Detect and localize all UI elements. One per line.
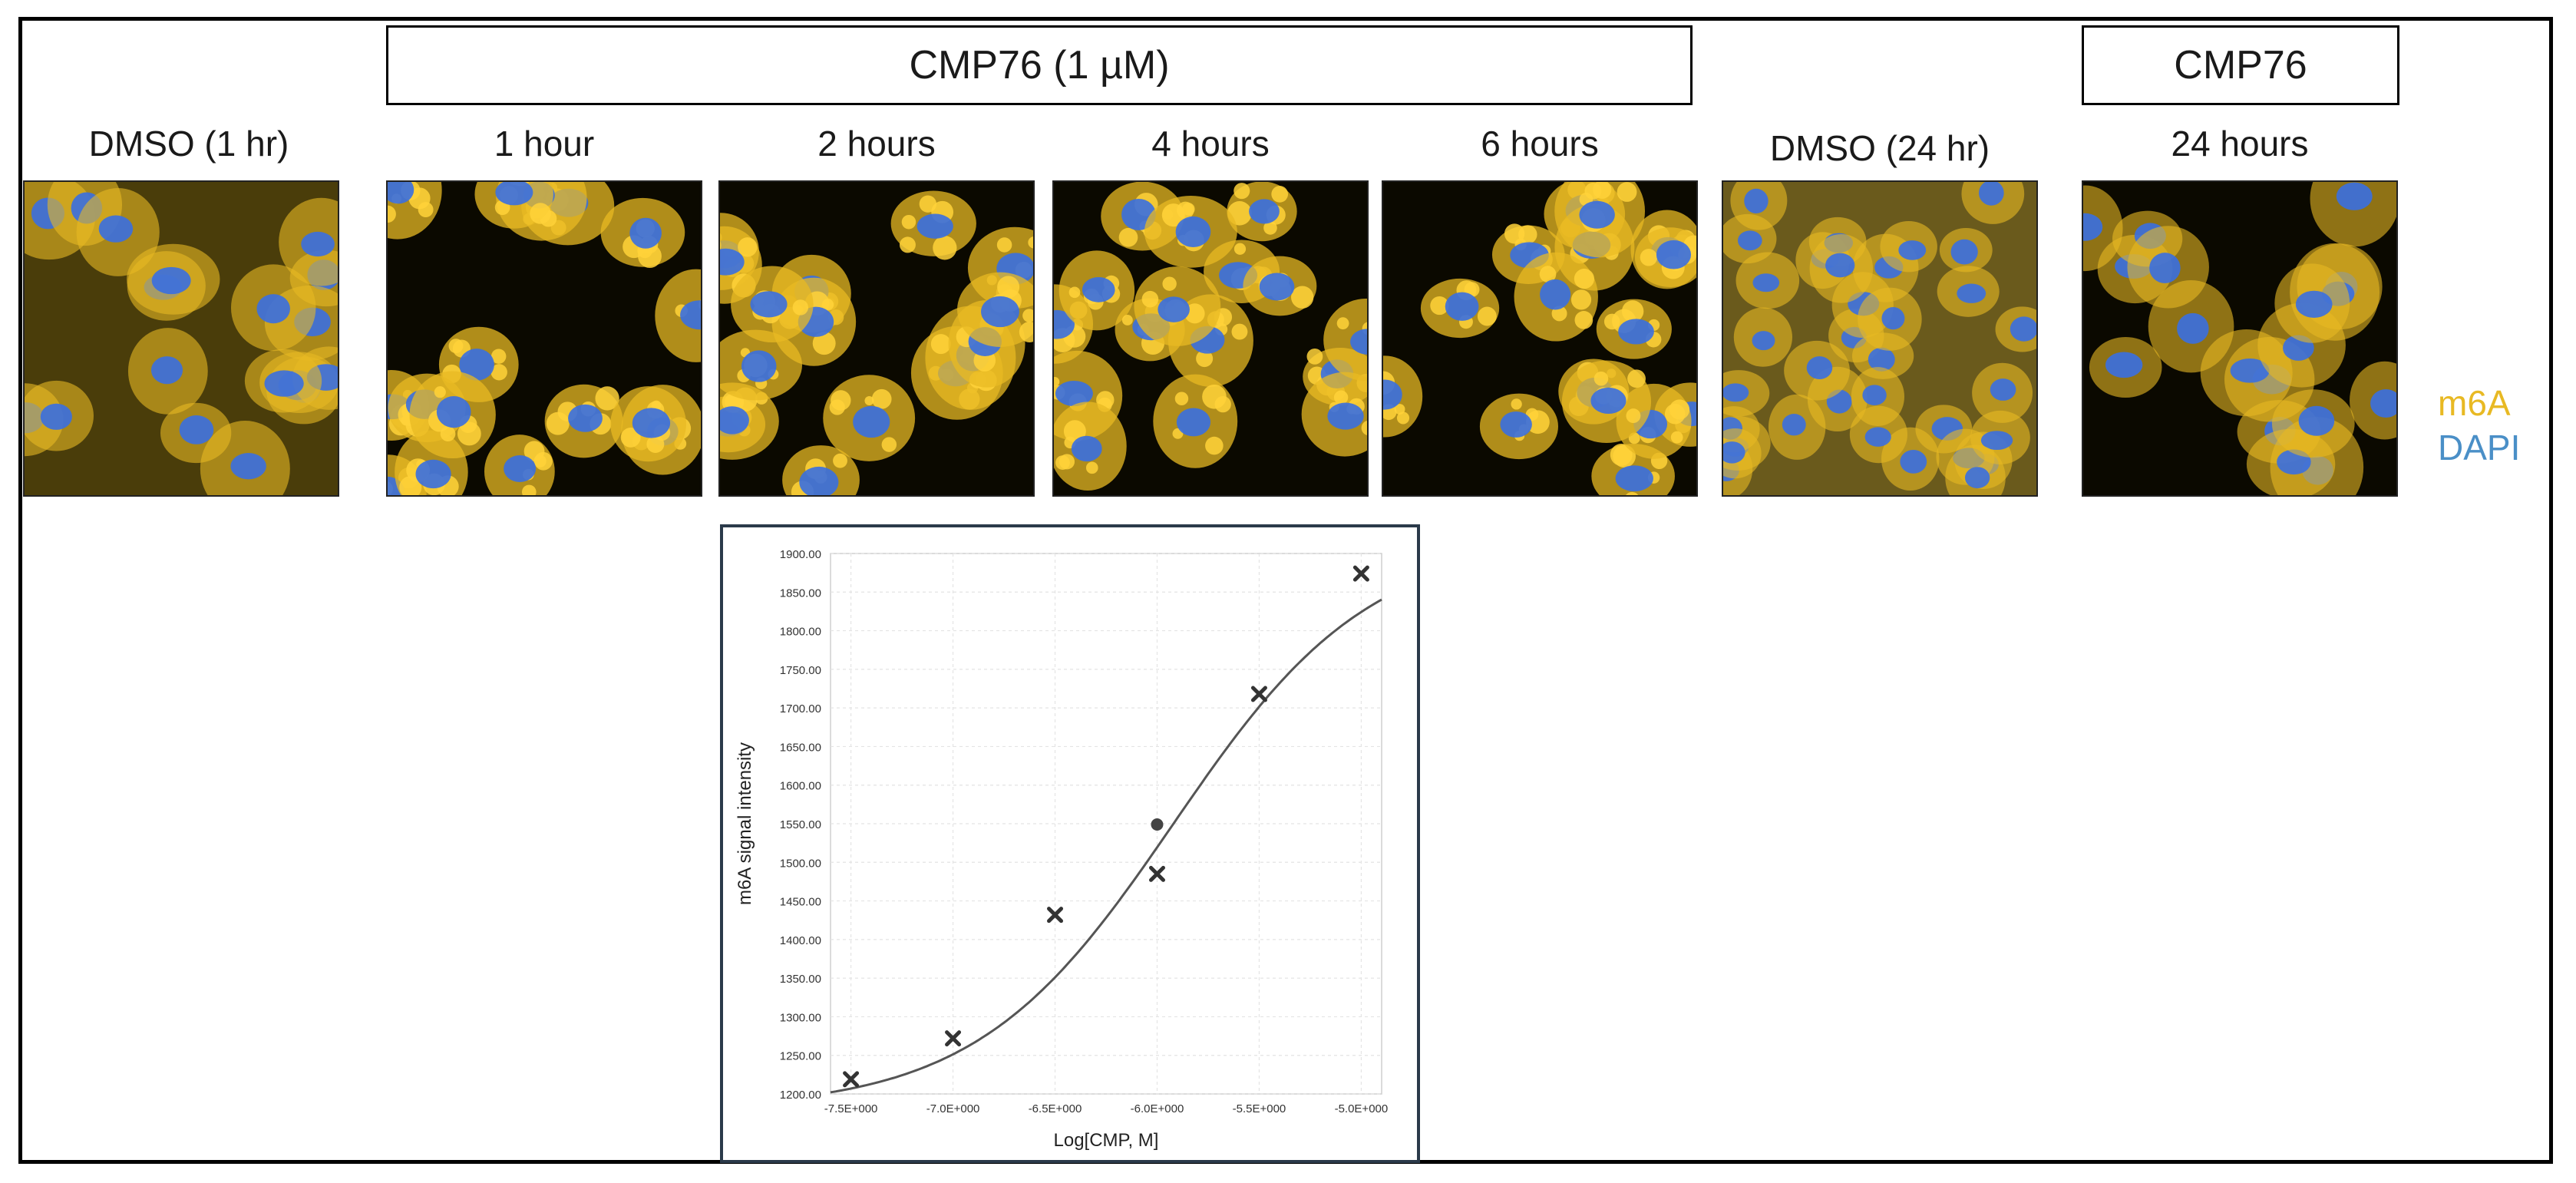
micrograph-svg [720,182,1033,495]
y-tick-label: 1250.00 [780,1050,821,1063]
y-tick-label: 1350.00 [780,973,821,986]
data-point [843,1071,860,1088]
panel-label-dmso-1hr: DMSO (1 hr) [88,124,289,164]
data-point [1151,818,1164,831]
data-point [1250,686,1267,702]
panel-label-6-hours: 6 hours [1481,124,1599,164]
y-tick-label: 1450.00 [780,896,821,909]
data-point [1352,565,1369,582]
x-tick-label: -6.0E+000 [1131,1102,1184,1115]
chart-svg: 1200.00 1250.00 1300.00 1350.00 1400.00 1450.… [735,548,1389,1151]
y-tick-label: 1850.00 [780,587,821,600]
y-tick-label: 1700.00 [780,702,821,715]
group-label-box: CMP76 (1 µM) [386,25,1693,105]
x-tick-label: -7.0E+000 [926,1102,980,1115]
group-label: CMP76 (1 µM) [909,43,1170,88]
data-point [1148,865,1165,882]
panel-label-1-hour: 1 hour [494,124,595,164]
y-tick-label: 1550.00 [780,818,821,831]
plot-area [830,553,1382,1095]
y-tick-label: 1750.00 [780,664,821,677]
y-tick-label: 1300.00 [780,1011,821,1024]
micrograph-4-hours [1052,180,1369,497]
micrograph-1-hour [386,180,702,497]
y-tick-label: 1500.00 [780,857,821,870]
y-tick-label: 1600.00 [780,780,821,793]
micrograph-2-hours [718,180,1035,497]
data-point [1047,907,1064,924]
x-tick-label: -6.5E+000 [1029,1102,1082,1115]
micrograph-svg [2083,182,2396,495]
y-tick-label: 1650.00 [780,741,821,754]
data-point [945,1030,962,1047]
panel-label-24-hours: 24 hours [2171,124,2309,164]
micrograph-dmso-24hr [1722,180,2038,497]
y-tick-label: 1200.00 [780,1089,821,1102]
x-tick-label: -7.5E+000 [824,1102,878,1115]
micrograph-dmso-1hr [23,180,339,497]
panel-label-2-hours: 2 hours [817,124,936,164]
legend-dapi: DAPI [2438,428,2521,468]
x-tick-label: -5.5E+000 [1233,1102,1286,1115]
dose-response-chart: 1200.00 1250.00 1300.00 1350.00 1400.00 1450.… [720,524,1420,1163]
micrograph-6-hours [1382,180,1698,497]
y-tick-label: 1800.00 [780,626,821,639]
fit-curve [830,598,1382,1094]
micrograph-svg [1723,182,2036,495]
group-label-right: CMP76 [2174,43,2307,88]
micrograph-svg [388,182,701,495]
channel-legend: m6A DAPI [2438,381,2520,470]
panel-label-dmso-24hr: DMSO (24 hr) [1769,128,1990,168]
x-axis-label: Log[CMP, M] [1054,1130,1159,1151]
y-tick-label: 1400.00 [780,934,821,947]
y-axis-label: m6A signal intensity [735,742,755,905]
x-tick-label: -5.0E+000 [1335,1102,1389,1115]
micrograph-24-hours [2082,180,2398,497]
y-tick-label: 1900.00 [780,548,821,561]
micrograph-svg [1383,182,1696,495]
panel-label-4-hours: 4 hours [1151,124,1270,164]
micrograph-svg [25,182,338,495]
micrograph-svg [1054,182,1367,495]
group-label-box-right: CMP76 [2082,25,2399,105]
legend-m6a: m6A [2438,383,2511,423]
